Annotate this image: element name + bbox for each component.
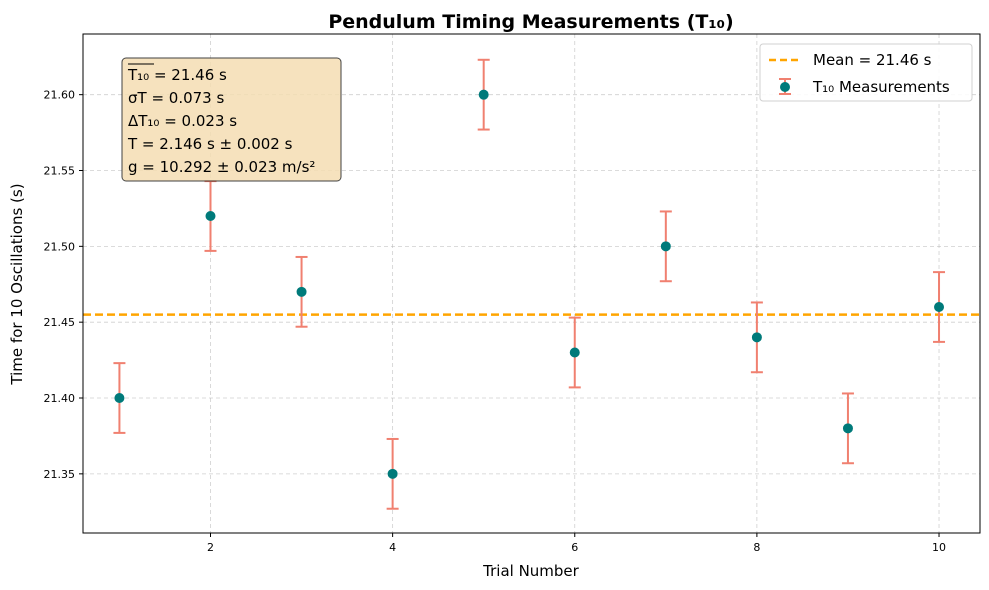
chart-title: Pendulum Timing Measurements (T₁₀) — [328, 11, 733, 33]
x-tick-label: 6 — [571, 541, 578, 554]
data-point — [296, 286, 307, 297]
stats-box-background — [121, 57, 342, 182]
data-point — [842, 423, 853, 434]
legend-mean-label: Mean = 21.46 s — [813, 51, 932, 69]
stats-line-period: T = 2.146 s ± 0.002 s — [127, 135, 293, 153]
y-ticks: 21.35 21.40 21.45 21.50 21.55 21.60 — [44, 89, 83, 481]
stats-line-mean: T₁₀ = 21.46 s — [127, 66, 227, 84]
data-point — [660, 241, 671, 252]
y-tick-label: 21.50 — [44, 240, 76, 253]
x-tick-label: 2 — [207, 541, 214, 554]
x-tick-label: 10 — [932, 541, 946, 554]
x-axis-title: Trial Number — [482, 562, 580, 580]
y-tick-label: 21.45 — [44, 316, 76, 329]
x-ticks: 2 4 6 8 10 — [207, 533, 946, 554]
y-tick-label: 21.35 — [44, 468, 76, 481]
stats-line-gravity: g = 10.292 ± 0.023 m/s² — [128, 158, 315, 176]
plot-frame — [82, 33, 981, 534]
data-point — [478, 89, 489, 100]
data-point — [569, 347, 580, 358]
x-tick-label: 8 — [753, 541, 760, 554]
x-tick-label: 4 — [389, 541, 396, 554]
legend-frame — [759, 43, 973, 102]
data-point — [387, 468, 398, 479]
y-tick-label: 21.60 — [44, 89, 76, 102]
stats-box: T₁₀ = 21.46 s σT = 0.073 s ΔT₁₀ = 0.023 … — [121, 57, 342, 182]
y-tick-label: 21.40 — [44, 392, 76, 405]
data-point — [934, 302, 945, 313]
data-point — [751, 332, 762, 343]
legend: Mean = 21.46 s T₁₀ Measurements — [759, 43, 973, 102]
stats-line-delta: ΔT₁₀ = 0.023 s — [128, 112, 237, 130]
y-tick-label: 21.55 — [44, 165, 76, 178]
y-axis-title: Time for 10 Oscillations (s) — [8, 183, 26, 385]
data-points — [114, 89, 945, 479]
legend-measurement-label: T₁₀ Measurements — [812, 78, 950, 96]
legend-measurement-swatch — [779, 78, 791, 95]
stats-line-sigma: σT = 0.073 s — [128, 89, 224, 107]
data-point — [205, 211, 216, 222]
data-point — [114, 393, 125, 404]
